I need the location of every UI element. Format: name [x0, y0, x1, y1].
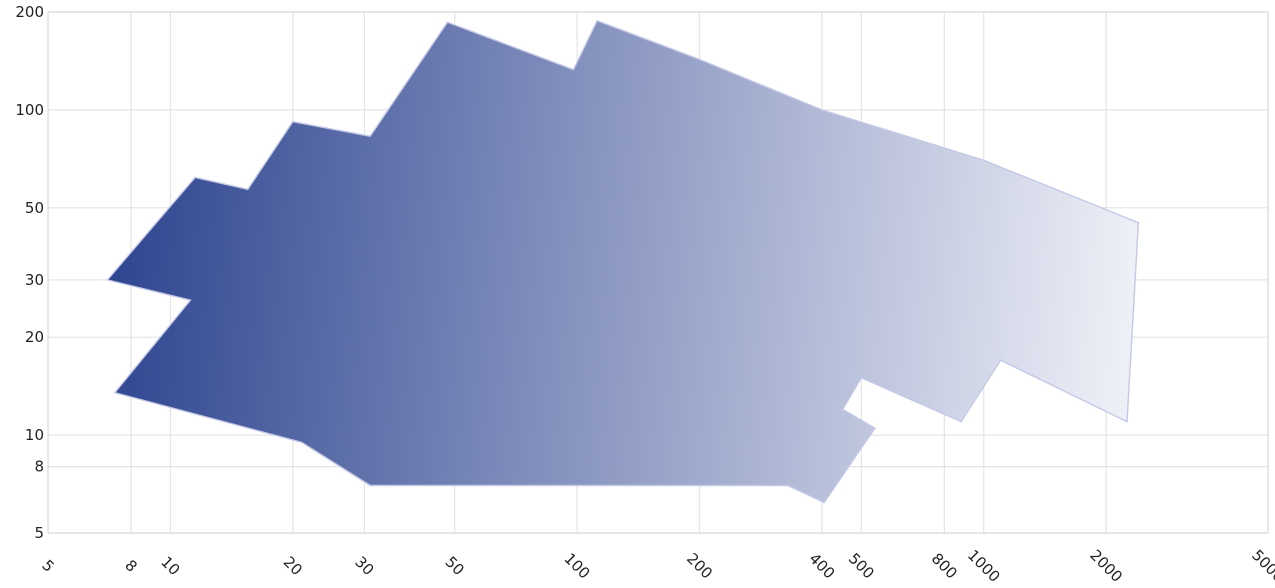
y-tick-labels: 5 8 10 20 30 50 100 200 — [15, 3, 44, 542]
x-tick-label: 8 — [121, 556, 140, 575]
x-tick-label: 500 — [845, 550, 878, 583]
x-tick-label: 30 — [351, 553, 377, 579]
x-tick-label: 1000 — [964, 546, 1004, 586]
y-tick-label: 5 — [34, 524, 44, 542]
y-tick-label: 100 — [15, 101, 44, 119]
x-tick-label: 10 — [157, 553, 183, 579]
x-tick-label: 800 — [928, 550, 961, 583]
x-tick-label: 50 — [442, 553, 468, 579]
x-tick-labels: 5 8 10 20 30 50 100 200 400 500 800 1000 2000 5000 — [38, 546, 1275, 586]
y-tick-label: 10 — [25, 426, 44, 444]
y-tick-label: 8 — [34, 458, 44, 476]
y-tick-label: 50 — [25, 199, 44, 217]
x-tick-label: 200 — [683, 550, 716, 583]
x-tick-label: 5 — [38, 556, 57, 575]
x-tick-label: 100 — [561, 550, 594, 583]
x-tick-label: 2000 — [1086, 546, 1126, 586]
y-tick-label: 20 — [25, 328, 44, 346]
x-tick-label: 20 — [280, 553, 306, 579]
x-tick-label: 400 — [805, 550, 838, 583]
x-tick-label: 5000 — [1248, 546, 1275, 586]
y-tick-label: 30 — [25, 271, 44, 289]
y-tick-label: 200 — [15, 3, 44, 21]
